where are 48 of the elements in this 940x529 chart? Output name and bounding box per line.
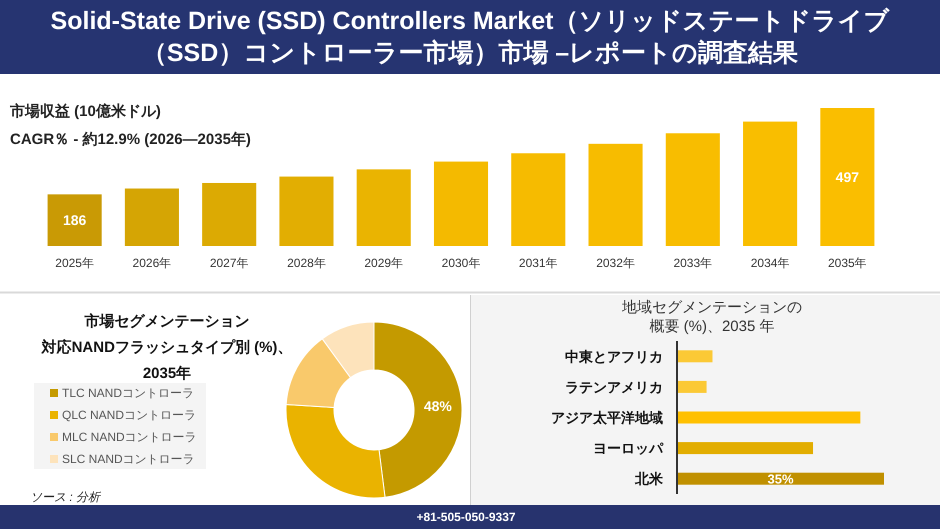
text: +81-505-050-9337 [416,510,516,524]
text: ソース : 分析 [30,490,102,504]
data-label: 186 [62,212,87,228]
y-tick-label: アジア太平洋地域 [551,410,663,426]
bar [820,108,874,246]
legend-label: TLC NANDコントローラ [62,386,194,400]
bar [202,182,256,246]
bar [677,412,860,424]
x-tick-label: 2026年 [132,256,172,270]
bar [356,169,411,246]
x-tick-label: 2033年 [673,256,712,270]
y-tick-label: ラテンアメリカ [565,378,663,395]
y-tick-label: 北米 [634,470,664,487]
bar [124,188,179,246]
x-tick-label: 2030年 [442,256,480,270]
bar [511,153,566,246]
y-tick-label: 中東とアフリカ [565,348,663,364]
x-tick-label: 2035年 [828,256,867,270]
chart-title: 地域セグメンテーションの概要 (%)、2035 年 [621,299,802,335]
bar [279,176,334,246]
data-label: 497 [836,169,860,185]
x-tick-label: 2031年 [518,256,558,270]
text: Solid-State Drive (SSD) Controllers Market（ソリッドステートドライブ（SSD）コントローラー市場）市場 –レポートの調査結果 [50,6,890,69]
bar [677,472,884,485]
data-label: 48% [424,398,452,414]
x-tick-label: 2027年 [210,256,249,270]
bar [48,194,102,246]
bar [743,122,798,246]
data-label: 35% [767,472,794,487]
chart-subtitle: 市場収益 (10億米ドル) [9,102,161,120]
annotation: CAGR％ - 約12.9% (2026—2035年) [10,131,251,148]
chart-title: 市場セグメンテーション [84,312,250,330]
legend-label: SLC NANDコントローラ [62,452,195,466]
x-tick-label: 2029年 [364,256,404,270]
x-tick-label: 2032年 [596,256,635,270]
bar [677,442,814,454]
x-tick-label: 2025年 [55,256,94,270]
y-tick-label: ヨーロッパ [593,440,664,456]
x-tick-label: 2028年 [287,256,326,270]
bar [588,144,643,246]
bar [434,162,488,246]
bar [666,133,720,246]
bar [677,380,707,393]
bar [677,350,712,362]
legend-label: MLC NANDコントローラ [62,430,197,444]
legend-label: QLC NANDコントローラ [62,408,196,422]
x-tick-label: 2034年 [750,256,790,270]
text: 対応NANDフラッシュタイプ別 (%)、2035年 [40,338,292,382]
